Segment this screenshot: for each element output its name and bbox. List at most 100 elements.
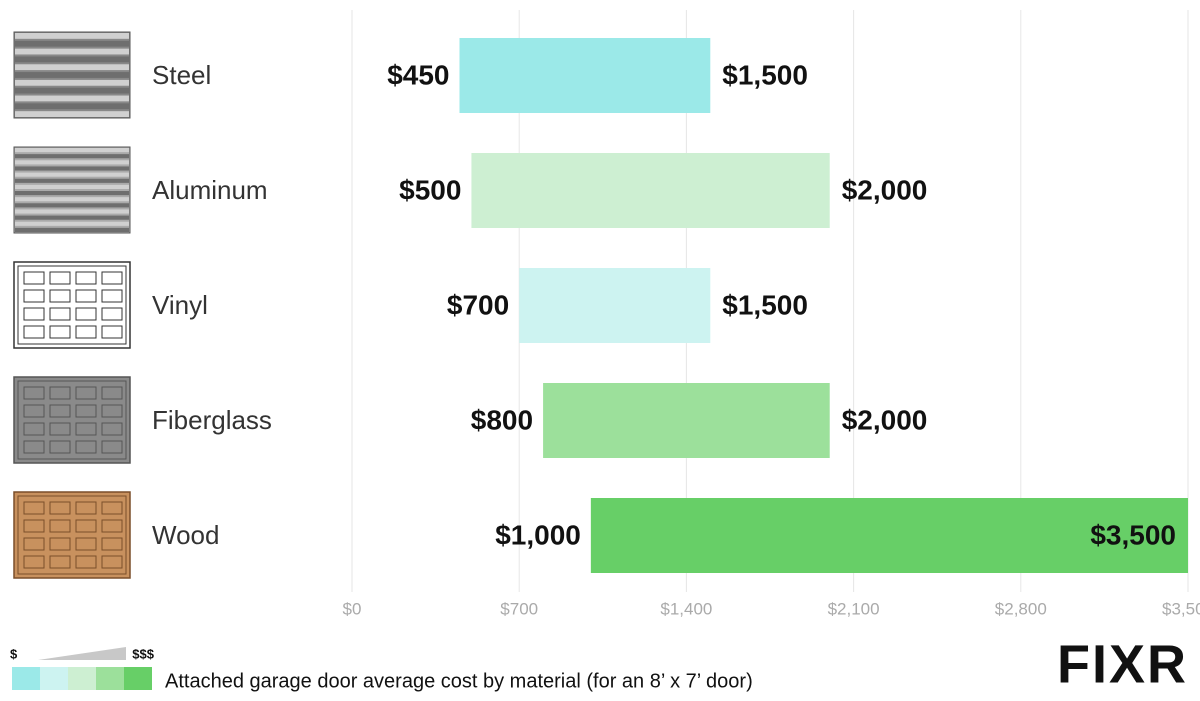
icon-panel: [49, 440, 71, 454]
x-tick-label: $0: [343, 599, 362, 618]
icon-inner: [17, 495, 127, 575]
bar: [519, 268, 711, 343]
icon-panel: [23, 325, 45, 339]
icon-panel: [101, 325, 123, 339]
icon-panel: [49, 422, 71, 436]
icon-panel: [101, 440, 123, 454]
category-label: Aluminum: [152, 175, 268, 205]
icon-slat: [15, 87, 129, 94]
icon-frame: [13, 491, 131, 579]
icon-panel: [101, 422, 123, 436]
bar: [471, 153, 830, 228]
high-label: $2,000: [842, 174, 928, 205]
icon-slat: [15, 191, 129, 196]
icon-slat: [15, 221, 129, 226]
icon-panel: [23, 271, 45, 285]
icon-slat: [15, 178, 129, 183]
icon-panel: [101, 555, 123, 569]
icon-slat: [15, 160, 129, 165]
icon-slat: [15, 64, 129, 71]
icon-slat: [15, 111, 129, 117]
icon-slat: [15, 209, 129, 214]
icon-inner: [17, 265, 127, 345]
x-tick-label: $1,400: [660, 599, 712, 618]
icon-panel: [49, 289, 71, 303]
legend-low: $: [10, 646, 18, 661]
icon-slat: [15, 184, 129, 189]
bar: [590, 498, 1188, 573]
legend-swatch: [12, 667, 40, 690]
legend-swatch: [68, 667, 96, 690]
x-tick-label: $2,100: [828, 599, 880, 618]
icon-panel: [75, 501, 97, 515]
icon-panel: [75, 386, 97, 400]
icon-panel: [23, 501, 45, 515]
icon-panel: [49, 271, 71, 285]
legend-swatch: [124, 667, 152, 690]
icon-slat: [15, 103, 129, 110]
high-label: $1,500: [722, 59, 808, 90]
low-label: $500: [399, 174, 461, 205]
icon-panel: [101, 307, 123, 321]
icon-panel: [75, 555, 97, 569]
icon-panel: [75, 440, 97, 454]
legend-swatch: [40, 667, 68, 690]
icon-panel: [75, 537, 97, 551]
caption: Attached garage door average cost by mat…: [165, 670, 753, 692]
icon-frame: [13, 261, 131, 349]
icon-panel: [75, 422, 97, 436]
legend-swatch: [96, 667, 124, 690]
icon-panel: [23, 555, 45, 569]
icon-panel: [49, 325, 71, 339]
legend-high: $$$: [132, 646, 154, 661]
icon-panel: [49, 307, 71, 321]
icon-panel: [101, 271, 123, 285]
icon-panel: [49, 501, 71, 515]
icon-slat: [15, 56, 129, 63]
category-label: Fiberglass: [152, 405, 272, 435]
icon-slat: [15, 33, 129, 39]
icon-slat: [15, 166, 129, 171]
logo: FIXR: [1057, 634, 1188, 694]
icon-slat: [15, 203, 129, 208]
icon-slat: [15, 227, 129, 232]
high-label: $3,500: [1090, 519, 1176, 550]
material-icon: [13, 146, 131, 234]
icon-slat: [15, 72, 129, 78]
icon-slat: [15, 197, 129, 202]
x-tick-label: $3,500: [1162, 599, 1200, 618]
icon-panel: [49, 386, 71, 400]
icon-slat: [15, 172, 129, 177]
high-label: $1,500: [722, 289, 808, 320]
category-label: Vinyl: [152, 290, 208, 320]
icon-frame: [13, 376, 131, 464]
low-label: $450: [387, 59, 449, 90]
icon-slat: [15, 154, 129, 159]
icon-panel: [101, 386, 123, 400]
low-label: $700: [447, 289, 509, 320]
icon-panel: [23, 307, 45, 321]
icon-panel: [75, 519, 97, 533]
category-label: Steel: [152, 60, 211, 90]
low-label: $800: [471, 404, 533, 435]
icon-panel: [23, 537, 45, 551]
icon-slat: [15, 79, 129, 86]
icon-panel: [101, 519, 123, 533]
icon-panel: [101, 289, 123, 303]
material-icon: [13, 491, 131, 579]
icon-slat: [15, 148, 129, 153]
icon-panel: [23, 386, 45, 400]
material-icon: [13, 376, 131, 464]
legend-wedge: [38, 647, 126, 660]
icon-panel: [49, 404, 71, 418]
bar: [459, 38, 711, 113]
icon-panel: [49, 555, 71, 569]
icon-panel: [75, 289, 97, 303]
icon-panel: [49, 519, 71, 533]
icon-panel: [75, 307, 97, 321]
low-label: $1,000: [495, 519, 581, 550]
icon-panel: [23, 289, 45, 303]
icon-slat: [15, 40, 129, 47]
icon-panel: [75, 271, 97, 285]
